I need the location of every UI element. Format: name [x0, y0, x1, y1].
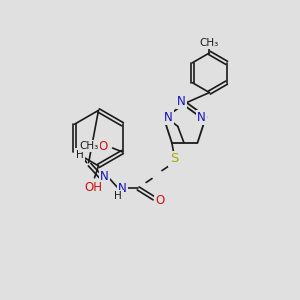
Text: N: N: [118, 182, 127, 195]
Text: H: H: [76, 150, 84, 160]
Text: N: N: [100, 170, 109, 183]
Text: N: N: [197, 111, 206, 124]
Text: S: S: [170, 152, 178, 165]
Text: CH₃: CH₃: [79, 141, 98, 151]
Text: N: N: [177, 95, 186, 108]
Text: CH₃: CH₃: [200, 38, 219, 48]
Text: O: O: [98, 140, 107, 152]
Text: OH: OH: [85, 181, 103, 194]
Text: H: H: [115, 191, 122, 201]
Text: N: N: [164, 111, 172, 124]
Text: O: O: [155, 194, 165, 207]
